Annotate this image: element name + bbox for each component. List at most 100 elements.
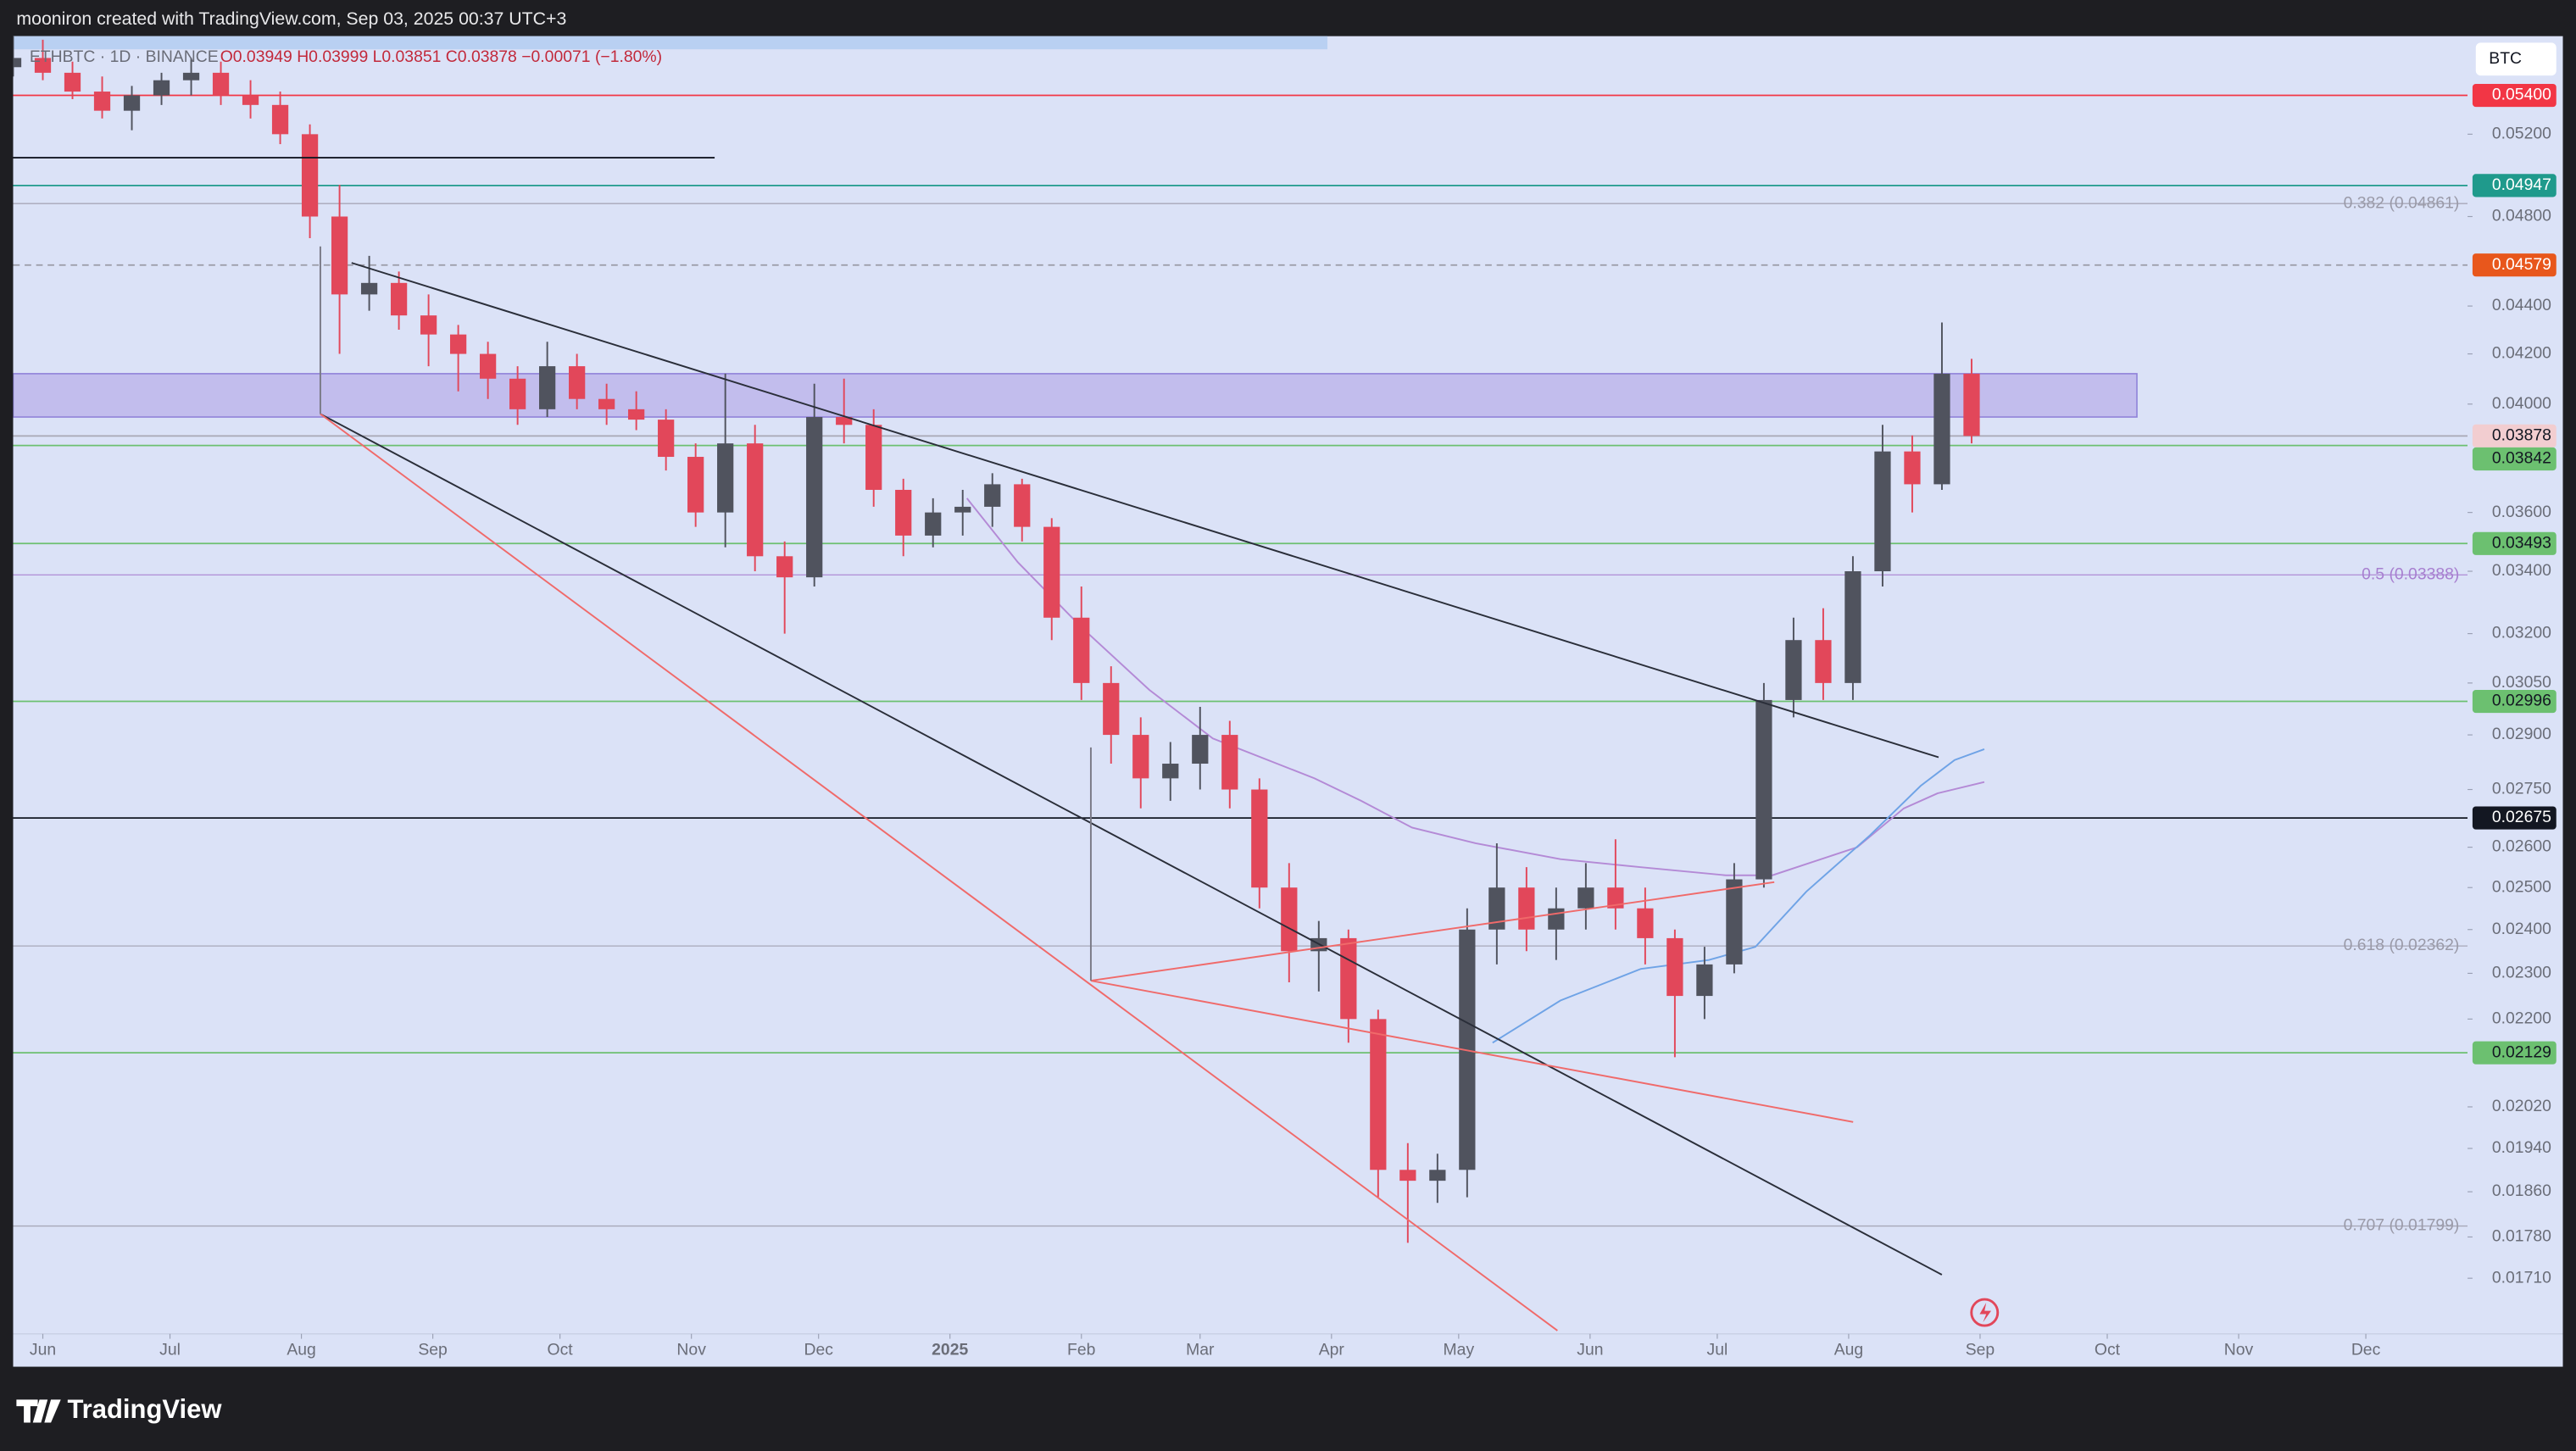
candle-body (390, 282, 408, 316)
candle-body (1577, 887, 1594, 909)
candle-body (1548, 908, 1565, 930)
candle-body (747, 443, 764, 557)
candle-body (1785, 640, 1802, 700)
candle-body (271, 104, 289, 135)
candle-body (242, 95, 259, 105)
x-tick-label: Jul (1707, 1340, 1728, 1359)
candle-body (13, 58, 22, 68)
moving-average (965, 498, 1985, 876)
price-badge (2472, 531, 2557, 555)
candle-body (1192, 735, 1209, 764)
candle-body (93, 92, 111, 111)
x-tick-label: Apr (1319, 1340, 1345, 1359)
x-tick-label: May (1444, 1340, 1475, 1359)
y-tick-label: 0.04800 (2492, 207, 2551, 225)
y-tick-label: 0.04000 (2492, 394, 2551, 413)
candle-body (1014, 484, 1031, 527)
price-badge-label: 0.03878 (2492, 425, 2551, 444)
price-badge-label: 0.03842 (2492, 449, 2551, 468)
candle-body (1281, 887, 1298, 952)
y-tick-label: 0.03050 (2492, 673, 2551, 692)
trend-line (1090, 980, 1854, 1123)
credit: mooniron created with TradingView.com, S… (16, 8, 566, 29)
y-tick-label: 0.02400 (2492, 920, 2551, 938)
price-badge (2472, 253, 2557, 277)
drawings (13, 157, 1943, 1331)
candle-body (509, 378, 526, 409)
candle-body (1370, 1019, 1387, 1170)
x-tick-label: Jun (1577, 1340, 1603, 1359)
candle-body (479, 353, 497, 379)
price-badge (2472, 806, 2557, 830)
trend-line (1090, 881, 1775, 982)
x-tick-label: Sep (1966, 1340, 1995, 1359)
candle-body (1251, 789, 1268, 888)
candle-body (1221, 735, 1238, 790)
candle-body (1755, 699, 1772, 880)
candle-body (687, 457, 704, 513)
price-badge-label: 0.02996 (2492, 692, 2551, 710)
x-tick-label: Jun (30, 1340, 56, 1359)
y-tick-label: 0.04400 (2492, 296, 2551, 314)
x-tick-label: Nov (2224, 1340, 2254, 1359)
candle-body (1607, 887, 1624, 909)
currency[interactable]: BTC (2489, 49, 2522, 68)
candle-body (658, 420, 675, 458)
symbol-bar (13, 36, 1328, 50)
trend-line (320, 413, 1558, 1331)
candle-body (182, 72, 200, 81)
candle-body (925, 512, 942, 536)
price-badge (2472, 83, 2557, 108)
candle-body (1904, 451, 1921, 485)
candle-body (1132, 735, 1149, 779)
x-tick-label: Aug (287, 1340, 315, 1359)
x-tick-label: Oct (2095, 1340, 2121, 1359)
y-tick-label: 0.04200 (2492, 344, 2551, 363)
y-tick-label: 0.01940 (2492, 1138, 2551, 1157)
candle-body (984, 484, 1001, 507)
y-tick-label: 0.01860 (2492, 1181, 2551, 1200)
y-tick-label: 0.02300 (2492, 964, 2551, 982)
brand: TradingView (67, 1394, 222, 1424)
candle-body (1043, 526, 1060, 618)
symbol: ETHBTC · 1D · BINANCE (30, 47, 219, 66)
price-badge-label: 0.03493 (2492, 533, 2551, 552)
candle-body (153, 80, 170, 96)
alert-icon[interactable] (1970, 1298, 2000, 1327)
candle-body (598, 398, 615, 409)
candle-body (360, 282, 378, 295)
candle-body (1073, 617, 1090, 683)
fib-label: 0.382 (0.04861) (2344, 193, 2460, 212)
x-tick-label: Mar (1186, 1340, 1215, 1359)
price-badge (2472, 689, 2557, 714)
candle-body (1844, 571, 1861, 683)
price-badge (2472, 174, 2557, 197)
candle-body (954, 506, 971, 513)
y-tick-label: 0.02750 (2492, 780, 2551, 798)
currency-box[interactable] (2475, 42, 2557, 76)
candle-body (1874, 451, 1891, 572)
trend-line (351, 262, 1939, 759)
candle-body (1488, 887, 1505, 930)
price-badge (2472, 424, 2557, 448)
zone (13, 373, 2138, 418)
candle-body (331, 216, 348, 295)
candle-body (1340, 937, 1357, 1020)
candle-body (123, 95, 141, 111)
candle-body (1933, 373, 1950, 485)
y-tick-label: 0.03600 (2492, 503, 2551, 521)
x-tick-label: 2025 (932, 1340, 968, 1359)
candle-body (1666, 937, 1683, 997)
moving-average (1492, 748, 1985, 1044)
x-tick-label: Sep (418, 1340, 447, 1359)
brand-logo (16, 1399, 61, 1423)
x-tick-label: Dec (2351, 1340, 2381, 1359)
candle-body (628, 409, 645, 420)
candle-body (836, 417, 853, 425)
candle-body (806, 417, 823, 578)
y-tick-label: 0.02200 (2492, 1009, 2551, 1027)
x-tick-label: Aug (1834, 1340, 1863, 1359)
y-tick-label: 0.02600 (2492, 837, 2551, 856)
